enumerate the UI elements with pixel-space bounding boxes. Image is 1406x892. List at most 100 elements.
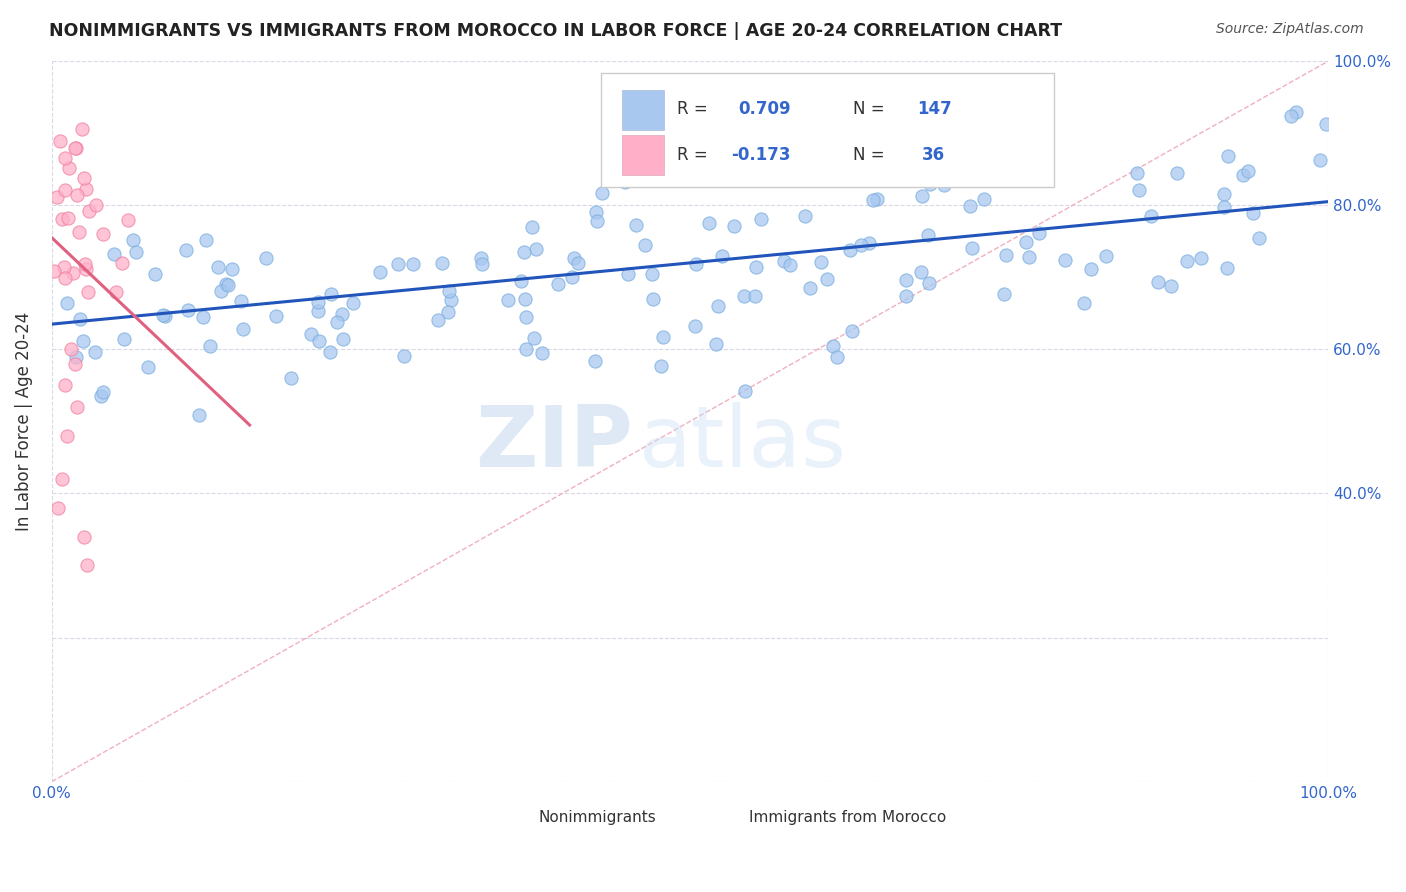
Point — [342, 296, 364, 310]
Point — [683, 318, 706, 333]
Point — [432, 256, 454, 270]
Point — [368, 265, 391, 279]
Point — [53, 260, 76, 275]
Point — [330, 307, 353, 321]
Point — [1166, 166, 1188, 180]
Point — [547, 277, 569, 291]
Point — [520, 219, 543, 234]
Point — [496, 293, 519, 308]
Text: N =: N = — [853, 145, 890, 164]
Point — [910, 265, 932, 279]
Point — [995, 248, 1018, 262]
Point — [229, 294, 252, 309]
Point — [1213, 187, 1236, 202]
Point — [307, 295, 329, 310]
Point — [751, 212, 773, 227]
Point — [849, 238, 872, 252]
Point — [1285, 104, 1308, 119]
Point — [959, 199, 981, 213]
Point — [794, 209, 817, 223]
Point — [75, 262, 97, 277]
Text: atlas: atlas — [638, 401, 846, 484]
Point — [1147, 275, 1170, 289]
FancyBboxPatch shape — [492, 804, 527, 832]
Text: R =: R = — [678, 101, 713, 119]
Point — [91, 227, 114, 241]
Text: -0.173: -0.173 — [731, 145, 790, 164]
Point — [602, 167, 624, 181]
Point — [83, 345, 105, 359]
Point — [174, 243, 197, 257]
Point — [439, 284, 461, 298]
Point — [772, 254, 794, 268]
Point — [1018, 251, 1040, 265]
Point — [73, 530, 96, 544]
Point — [69, 312, 91, 326]
Point — [932, 178, 955, 193]
FancyBboxPatch shape — [623, 136, 665, 175]
Point — [332, 332, 354, 346]
Point — [77, 204, 100, 219]
Point — [1054, 253, 1077, 268]
Point — [911, 189, 934, 203]
Point — [515, 342, 537, 356]
Point — [591, 186, 613, 200]
Point — [745, 260, 768, 274]
Point — [650, 359, 672, 373]
Point — [66, 188, 89, 202]
Point — [734, 384, 756, 398]
Point — [711, 248, 734, 262]
Point — [62, 266, 84, 280]
Point — [125, 245, 148, 260]
Point — [207, 260, 229, 275]
Point — [56, 429, 79, 443]
Point — [1241, 205, 1264, 219]
Point — [918, 276, 941, 290]
Point — [1232, 169, 1254, 183]
Point — [264, 309, 287, 323]
Point — [426, 313, 449, 327]
Text: NONIMMIGRANTS VS IMMIGRANTS FROM MOROCCO IN LABOR FORCE | AGE 20-24 CORRELATION : NONIMMIGRANTS VS IMMIGRANTS FROM MOROCCO… — [49, 22, 1063, 40]
Point — [617, 267, 640, 281]
FancyBboxPatch shape — [703, 804, 738, 832]
Text: 36: 36 — [922, 145, 945, 164]
Point — [634, 237, 657, 252]
Point — [1128, 183, 1150, 197]
Point — [143, 267, 166, 281]
Point — [1281, 109, 1303, 123]
Point — [217, 278, 239, 293]
Point — [319, 344, 342, 359]
Point — [437, 305, 460, 319]
Point — [1126, 166, 1149, 180]
Point — [1014, 235, 1036, 249]
Point — [1236, 164, 1258, 178]
Point — [254, 251, 277, 265]
Point — [723, 219, 745, 234]
Y-axis label: In Labor Force | Age 20-24: In Labor Force | Age 20-24 — [15, 312, 32, 531]
Point — [1080, 261, 1102, 276]
Point — [177, 302, 200, 317]
Point — [65, 141, 87, 155]
Point — [308, 334, 330, 349]
Point — [799, 281, 821, 295]
Point — [46, 500, 69, 515]
Point — [152, 308, 174, 322]
Point — [45, 190, 67, 204]
Point — [704, 337, 727, 351]
Point — [44, 264, 66, 278]
Point — [524, 242, 547, 256]
Point — [112, 332, 135, 346]
Point — [301, 326, 323, 341]
Point — [67, 225, 90, 239]
Point — [1175, 254, 1198, 268]
Point — [136, 360, 159, 375]
Point — [858, 235, 880, 250]
Point — [221, 262, 243, 277]
Point — [744, 288, 766, 302]
Point — [307, 304, 329, 318]
Point — [1191, 251, 1213, 265]
Point — [209, 285, 232, 299]
Point — [733, 289, 755, 303]
Point — [862, 193, 884, 207]
Point — [72, 334, 94, 349]
